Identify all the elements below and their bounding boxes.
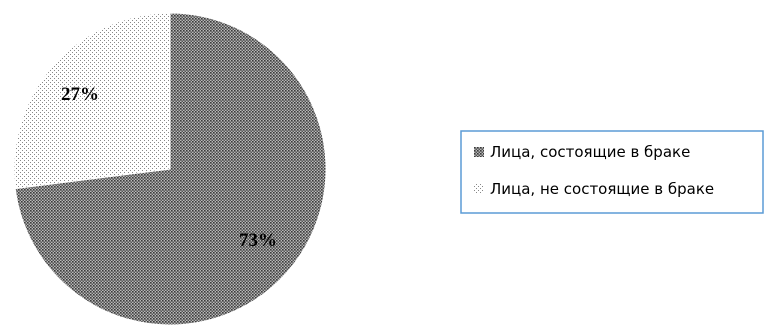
slice-label-unmarried: 27%	[61, 84, 99, 105]
legend-entry-unmarried: Лица, не состоящие в браке	[474, 180, 714, 198]
pie-slice-unmarried	[13, 12, 171, 190]
legend-swatch-unmarried	[474, 184, 484, 194]
pie-slice-married	[14, 12, 327, 326]
legend-swatch-married	[474, 147, 484, 157]
pie-slice-labels: 73% 27%	[61, 84, 277, 251]
pie-slices	[13, 12, 327, 326]
legend-label-unmarried: Лица, не состоящие в браке	[490, 180, 714, 198]
slice-label-married: 73%	[239, 230, 277, 251]
legend: Лица, состоящие в браке Лица, не состоящ…	[460, 130, 764, 214]
legend-label-married: Лица, состоящие в браке	[490, 143, 690, 161]
legend-box	[460, 130, 764, 214]
legend-entry-married: Лица, состоящие в браке	[474, 143, 690, 161]
